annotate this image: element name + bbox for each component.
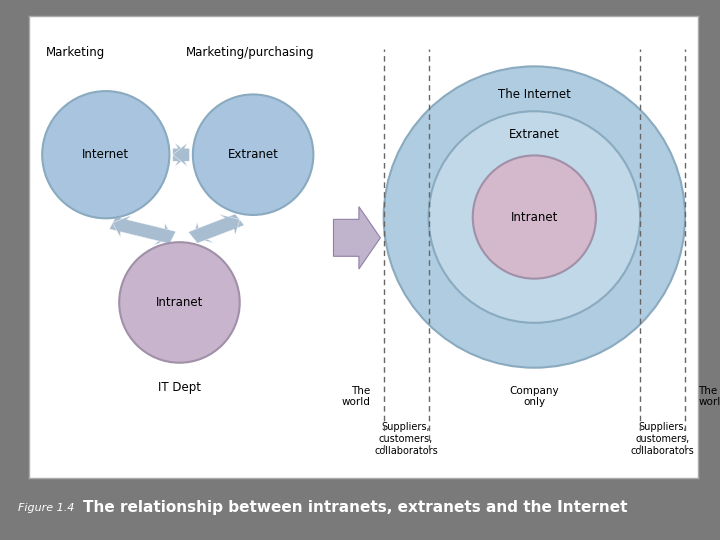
Text: The relationship between intranets, extranets and the Internet: The relationship between intranets, extr… [83, 500, 627, 515]
Text: Internet: Internet [82, 148, 130, 161]
Text: Intranet: Intranet [510, 211, 558, 224]
Text: The
world: The world [698, 386, 720, 407]
Ellipse shape [473, 156, 596, 279]
Text: Figure 1.4: Figure 1.4 [18, 503, 74, 512]
Text: Marketing/purchasing: Marketing/purchasing [186, 46, 315, 59]
FancyArrow shape [173, 143, 189, 167]
Text: IT Dept: IT Dept [158, 381, 201, 394]
Text: The Internet: The Internet [498, 87, 571, 100]
Text: Intranet: Intranet [156, 296, 203, 309]
Text: Suppliers,
customers,
collaborators: Suppliers, customers, collaborators [631, 422, 695, 456]
FancyArrow shape [333, 207, 380, 269]
Text: Suppliers,
customers,
collaborators: Suppliers, customers, collaborators [374, 422, 438, 456]
Text: Extranet: Extranet [228, 148, 279, 161]
Ellipse shape [193, 94, 313, 215]
FancyArrow shape [173, 143, 189, 167]
Ellipse shape [384, 66, 685, 368]
FancyArrow shape [189, 214, 240, 243]
Text: Extranet: Extranet [509, 128, 559, 141]
FancyArrow shape [112, 215, 176, 244]
Text: Company
only: Company only [510, 386, 559, 407]
Text: Marketing: Marketing [45, 46, 105, 59]
FancyArrow shape [193, 214, 244, 243]
Text: The
world: The world [341, 386, 370, 407]
Ellipse shape [428, 111, 640, 323]
Ellipse shape [42, 91, 169, 218]
FancyArrow shape [109, 217, 173, 246]
Ellipse shape [120, 242, 240, 363]
